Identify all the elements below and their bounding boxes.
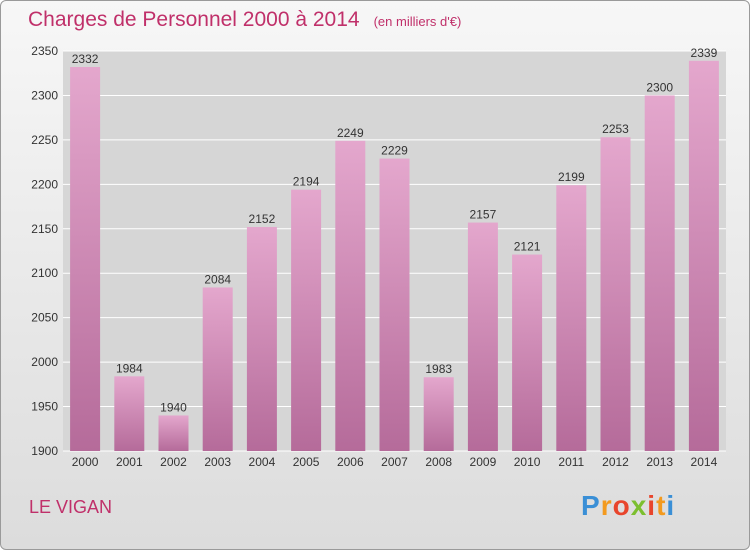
x-tick-label: 2006	[337, 455, 364, 469]
y-tick-label: 2050	[31, 311, 58, 325]
y-axis: 1900 1950 2000 2050 2100 2150 2200 2250 2300 2350	[31, 44, 58, 458]
bar-value-label: 2152	[249, 212, 276, 226]
town-name: LE VIGAN	[29, 497, 113, 517]
y-tick-label: 2000	[31, 355, 58, 369]
bar	[202, 287, 233, 451]
bar-value-label: 1940	[160, 400, 187, 414]
bar	[688, 60, 719, 452]
bars	[70, 60, 719, 452]
x-tick-label: 2001	[116, 455, 143, 469]
bar-value-label: 2332	[72, 52, 99, 66]
y-tick-label: 2200	[31, 177, 58, 191]
x-tick-label: 2007	[381, 455, 408, 469]
logo-letter: r	[600, 490, 613, 521]
bar-value-label: 2249	[337, 126, 364, 140]
bar-value-label: 2300	[646, 80, 673, 94]
x-tick-label: 2014	[691, 455, 718, 469]
y-tick-label: 2300	[31, 88, 58, 102]
x-axis: 2000 2001 2002 2003 2004 2005 2006 2007 2008 2009…	[72, 455, 718, 469]
bar-value-label: 2229	[381, 144, 408, 158]
x-tick-label: 2009	[470, 455, 497, 469]
bar	[335, 140, 366, 451]
logo-letter: o	[612, 490, 631, 521]
logo-letter: i	[647, 490, 657, 521]
bar	[600, 137, 631, 451]
x-tick-label: 2010	[514, 455, 541, 469]
bar-value-label: 2339	[691, 46, 718, 60]
chart-title-text: Charges de Personnel 2000 à 2014	[28, 8, 360, 31]
bar	[246, 227, 277, 451]
x-tick-label: 2002	[160, 455, 187, 469]
y-tick-label: 2350	[31, 44, 58, 58]
logo-letter: t	[656, 490, 667, 521]
bar-value-label: 2084	[204, 272, 231, 286]
bar-value-label: 2253	[602, 122, 629, 136]
x-tick-label: 2000	[72, 455, 99, 469]
bar-value-label: 1983	[425, 362, 452, 376]
bar	[158, 415, 189, 451]
bar	[512, 254, 543, 451]
x-tick-label: 2008	[425, 455, 452, 469]
x-tick-label: 2003	[204, 455, 231, 469]
proxiti-logo[interactable]: Proxiti	[581, 490, 675, 522]
x-tick-label: 2012	[602, 455, 629, 469]
x-tick-label: 2011	[558, 455, 584, 469]
y-tick-label: 1900	[31, 444, 58, 458]
y-tick-label: 2250	[31, 133, 58, 147]
logo-letter: x	[630, 490, 648, 521]
y-tick-label: 1950	[31, 400, 58, 414]
x-tick-label: 2004	[249, 455, 276, 469]
bar-value-label: 2199	[558, 170, 585, 184]
bar	[556, 185, 587, 451]
y-tick-label: 2150	[31, 222, 58, 236]
bar	[379, 158, 410, 452]
bar	[114, 376, 145, 451]
x-tick-label: 2013	[646, 455, 673, 469]
bar	[644, 95, 675, 451]
chart-unit: (en milliers d'€)	[373, 14, 462, 29]
chart-title: Charges de Personnel 2000 à 2014 (en mill…	[28, 8, 461, 32]
x-tick-label: 2005	[293, 455, 320, 469]
logo-letter: i	[666, 490, 676, 521]
bar-value-label: 2157	[470, 208, 497, 222]
bar-value-label: 1984	[116, 361, 143, 375]
bar	[467, 222, 498, 451]
bar-value-label: 2121	[514, 240, 541, 254]
bar	[423, 377, 454, 451]
logo-letter: P	[581, 490, 601, 521]
bar	[291, 189, 322, 451]
value-labels: 2332 1984 1940 2084 2152 2194 2249 2229 1983 2157…	[72, 46, 718, 415]
bar	[70, 67, 101, 451]
bar-value-label: 2194	[293, 175, 320, 189]
y-tick-label: 2100	[31, 266, 58, 280]
